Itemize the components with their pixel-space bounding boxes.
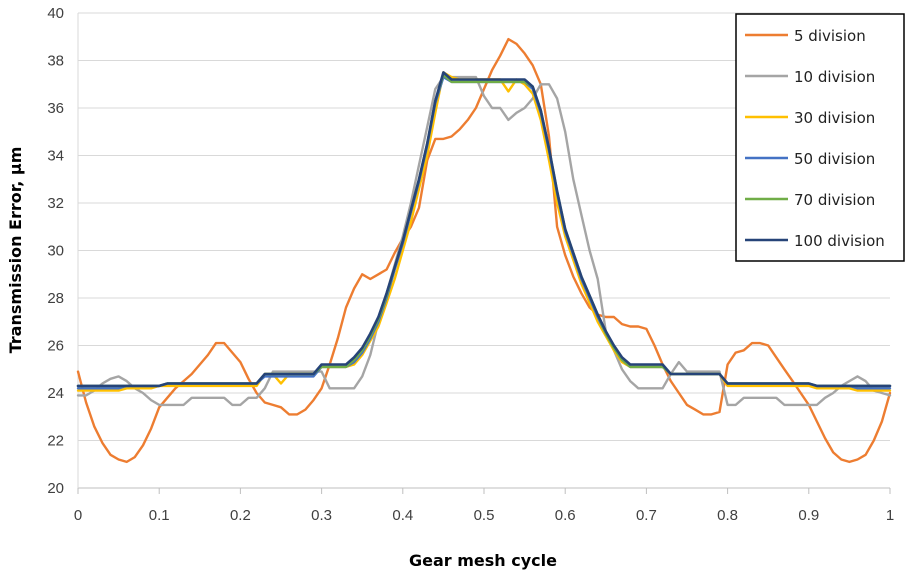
y-tick-label: 26 bbox=[47, 338, 64, 355]
legend: 5 division 10 division 30 division 50 divis… bbox=[735, 13, 905, 262]
series-line-10-division bbox=[76, 75, 892, 407]
y-tick-label: 30 bbox=[47, 243, 64, 260]
series-line-5-division bbox=[76, 37, 892, 464]
y-tick-label: 28 bbox=[47, 290, 64, 307]
y-tick-label: 40 bbox=[47, 5, 64, 22]
x-tick-label: 0.2 bbox=[230, 507, 251, 524]
legend-label: 100 division bbox=[794, 232, 885, 250]
x-tick-label: 0.3 bbox=[311, 507, 332, 524]
x-tick-label: 0.4 bbox=[392, 507, 413, 524]
x-tick-labels: 0 0.1 0.2 0.3 0.4 0.5 0.6 0.7 0.8 0.9 1 bbox=[74, 507, 894, 524]
axes bbox=[77, 13, 891, 494]
y-axis-title: Transmission Error, µm bbox=[6, 147, 25, 354]
y-tick-label: 22 bbox=[47, 433, 64, 450]
x-tick-label: 0.7 bbox=[636, 507, 657, 524]
x-axis-title: Gear mesh cycle bbox=[409, 551, 557, 570]
x-tick-label: 1 bbox=[886, 507, 894, 524]
legend-label: 5 division bbox=[794, 27, 866, 45]
series-lines bbox=[76, 37, 892, 464]
x-tick-label: 0 bbox=[74, 507, 82, 524]
x-tick-label: 0.5 bbox=[474, 507, 495, 524]
legend-label: 10 division bbox=[794, 68, 875, 86]
x-tick-label: 0.9 bbox=[798, 507, 819, 524]
y-tick-label: 32 bbox=[47, 195, 64, 212]
x-tick-label: 0.6 bbox=[555, 507, 576, 524]
series-line-100-division bbox=[76, 71, 892, 388]
legend-items: 5 division 10 division 30 division 50 divis… bbox=[745, 27, 885, 250]
x-tick-label: 0.1 bbox=[149, 507, 170, 524]
legend-label: 70 division bbox=[794, 191, 875, 209]
y-tick-label: 34 bbox=[47, 148, 64, 165]
y-tick-label: 24 bbox=[47, 385, 64, 402]
legend-box bbox=[735, 13, 905, 262]
y-tick-label: 36 bbox=[47, 100, 64, 117]
y-tick-label: 20 bbox=[47, 480, 64, 497]
x-tick-label: 0.8 bbox=[717, 507, 738, 524]
legend-label: 50 division bbox=[794, 150, 875, 168]
y-tick-labels: 20 22 24 26 28 30 32 34 36 38 40 bbox=[47, 5, 64, 497]
legend-label: 30 division bbox=[794, 109, 875, 127]
y-tick-label: 38 bbox=[47, 53, 64, 70]
